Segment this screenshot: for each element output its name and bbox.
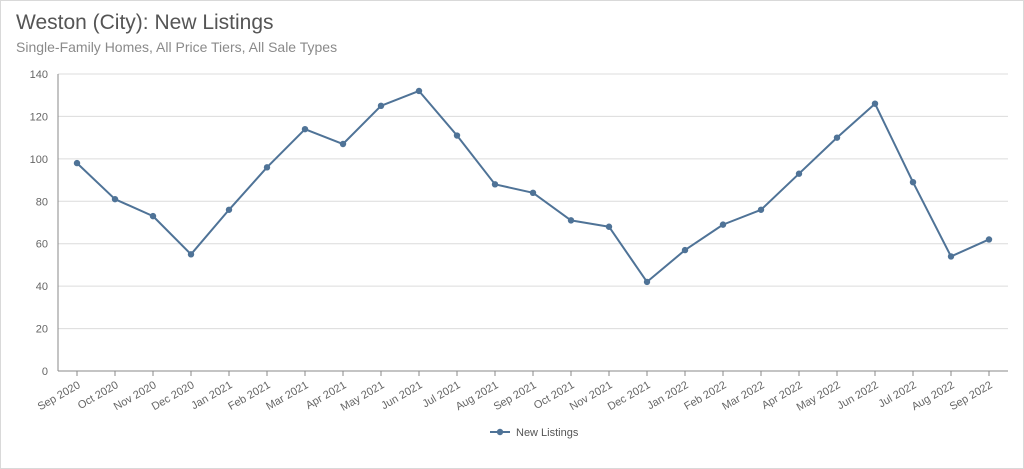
data-point (757, 206, 765, 213)
x-tick-label: Aug 2022 (910, 379, 957, 413)
x-tick-label: Jan 2021 (189, 379, 234, 412)
y-tick-label: 140 (30, 69, 48, 81)
data-point (681, 246, 689, 254)
y-tick-label: 60 (36, 239, 48, 251)
x-tick-label: Feb 2022 (682, 379, 728, 413)
y-tick-label: 20 (36, 324, 48, 336)
data-point (871, 100, 879, 107)
data-point (643, 278, 651, 286)
data-point (567, 217, 575, 224)
x-tick-label: Sep 2020 (36, 379, 83, 413)
x-tick-label: Feb 2021 (226, 379, 272, 413)
x-tick-label: Mar 2021 (264, 379, 310, 413)
data-point (339, 140, 347, 148)
data-point (149, 212, 157, 220)
x-tick-label: Jun 2022 (835, 379, 880, 412)
x-tick-label: May 2022 (795, 379, 843, 414)
data-point (263, 164, 271, 171)
legend-label: New Listings (516, 427, 579, 439)
y-tick-label: 0 (42, 366, 48, 378)
x-tick-label: May 2021 (339, 379, 387, 414)
data-point (453, 132, 461, 139)
y-tick-label: 100 (30, 154, 48, 166)
x-tick-label: Mar 2022 (720, 379, 766, 413)
data-point (795, 170, 803, 177)
x-tick-label: Sep 2021 (492, 379, 539, 413)
data-point (225, 206, 233, 213)
data-point (491, 181, 499, 188)
x-tick-label: Dec 2020 (150, 379, 197, 413)
chart-title: Weston (City): New Listings (16, 11, 274, 34)
data-point (605, 223, 613, 230)
data-point (301, 125, 309, 133)
x-tick-label: Jun 2021 (379, 379, 424, 412)
data-point (73, 159, 81, 167)
x-tick-label: Sep 2022 (948, 379, 995, 413)
data-point (947, 253, 955, 260)
data-point (377, 102, 385, 110)
data-point (719, 221, 727, 228)
data-point (909, 178, 917, 186)
data-point (187, 251, 195, 258)
data-point (833, 134, 841, 141)
data-point (415, 87, 423, 95)
x-tick-label: Nov 2020 (112, 379, 159, 413)
legend-marker (496, 428, 504, 436)
x-tick-label: Nov 2021 (568, 379, 615, 413)
y-tick-label: 120 (30, 111, 48, 123)
x-tick-label: Aug 2021 (454, 379, 501, 413)
y-tick-label: 80 (36, 196, 48, 208)
data-point (985, 236, 993, 243)
chart-subtitle: Single-Family Homes, All Price Tiers, Al… (16, 39, 338, 55)
series-line-new-listings (76, 89, 990, 283)
data-point (111, 195, 119, 203)
x-tick-label: Dec 2021 (606, 379, 653, 413)
data-point (529, 189, 537, 196)
x-tick-label: Jan 2022 (645, 379, 690, 412)
y-tick-label: 40 (36, 281, 48, 293)
